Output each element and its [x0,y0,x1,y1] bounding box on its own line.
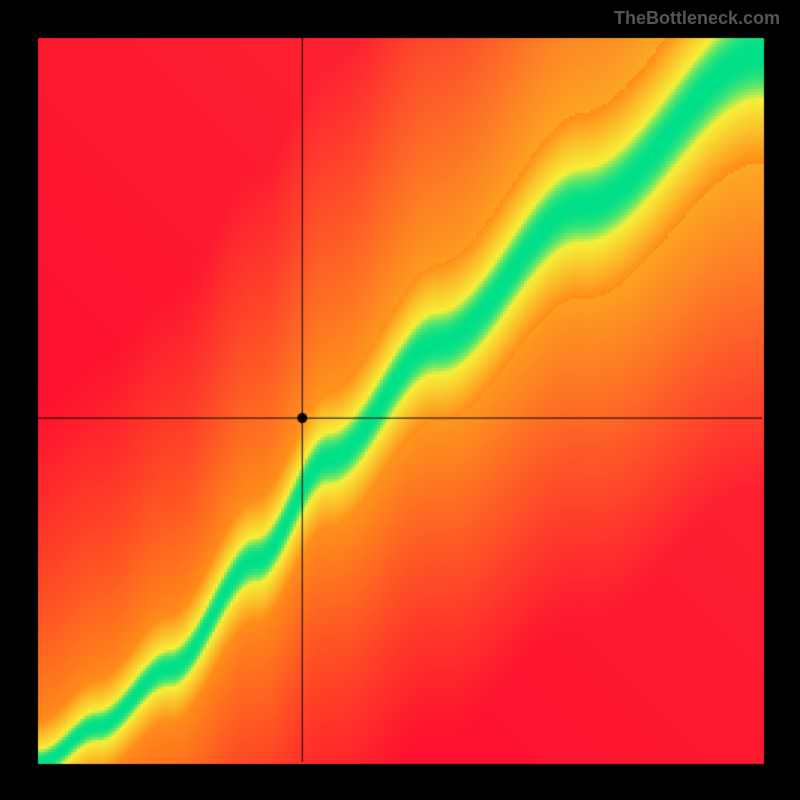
watermark-text: TheBottleneck.com [614,8,780,29]
chart-container: TheBottleneck.com [0,0,800,800]
heatmap-canvas [0,0,800,800]
